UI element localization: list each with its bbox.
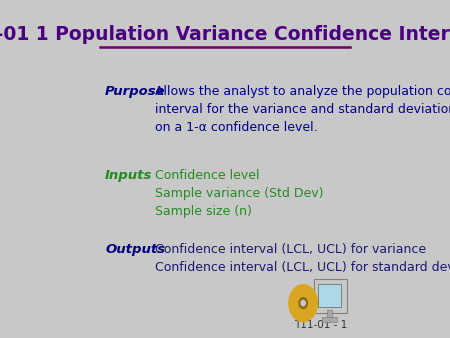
Circle shape (289, 285, 318, 321)
Text: Allows the analyst to analyze the population confidence
interval for the varianc: Allows the analyst to analyze the popula… (155, 85, 450, 134)
Circle shape (299, 298, 307, 309)
Text: Confidence interval (LCL, UCL) for variance
Confidence interval (LCL, UCL) for s: Confidence interval (LCL, UCL) for varia… (155, 243, 450, 274)
Text: T11-01 1 Population Variance Confidence Intervals: T11-01 1 Population Variance Confidence … (0, 25, 450, 44)
Text: Inputs: Inputs (105, 169, 153, 182)
FancyBboxPatch shape (314, 279, 347, 313)
Text: T11-01 - 1: T11-01 - 1 (294, 320, 347, 330)
Circle shape (301, 300, 305, 306)
FancyBboxPatch shape (318, 284, 342, 307)
Bar (322, 317, 337, 321)
Text: Purpose: Purpose (105, 85, 166, 98)
Text: Outputs: Outputs (105, 243, 165, 256)
Text: Confidence level
Sample variance (Std Dev)
Sample size (n): Confidence level Sample variance (Std De… (155, 169, 323, 218)
Bar (328, 311, 332, 317)
